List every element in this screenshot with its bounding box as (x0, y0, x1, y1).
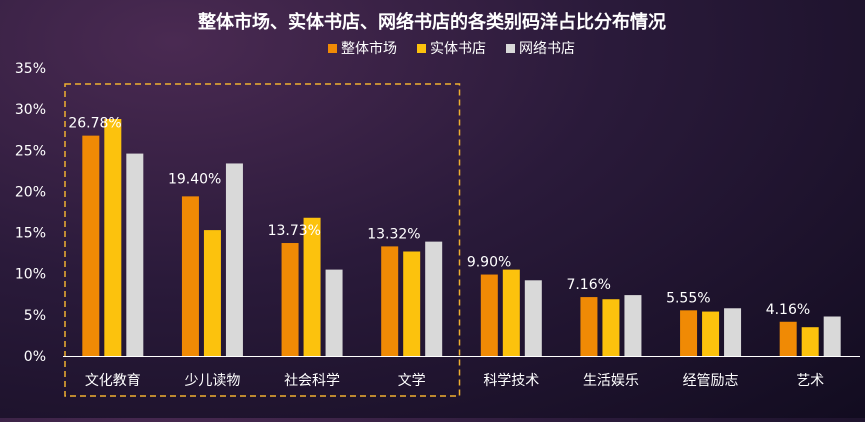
bar (702, 311, 720, 356)
bar (680, 310, 698, 356)
legend-label: 整体市场 (341, 40, 397, 57)
bar (126, 153, 144, 356)
bar (801, 327, 819, 356)
highlight-box (64, 83, 461, 397)
bar (823, 316, 841, 356)
bars (82, 119, 841, 356)
data-label: 4.16% (766, 302, 810, 318)
bar (602, 299, 620, 356)
bar (724, 308, 742, 356)
data-label: 19.40% (168, 171, 221, 187)
x-tick-label: 文学 (398, 373, 426, 389)
data-label: 13.32% (367, 226, 420, 242)
bar (779, 321, 797, 356)
x-tick-label: 经管励志 (683, 373, 739, 389)
y-tick-label: 35% (15, 61, 46, 77)
y-tick-label: 0% (24, 349, 46, 365)
data-label: 13.73% (268, 223, 321, 239)
y-tick-label: 10% (15, 267, 46, 283)
legend-swatch (417, 44, 426, 53)
x-tick-label: 科学技术 (483, 373, 539, 389)
data-label: 5.55% (666, 290, 710, 306)
x-tick-label: 文化教育 (85, 373, 141, 389)
data-labels: 26.78% 19.40% 13.73% 13.32% 9.90% 7.16% 5.55% 4… (68, 116, 810, 318)
x-tick-label: 社会科学 (284, 373, 340, 389)
legend-swatch (328, 44, 337, 53)
bar (225, 163, 243, 356)
bar (480, 274, 498, 356)
y-tick-label: 5% (24, 308, 46, 324)
bar (303, 217, 321, 356)
y-axis: 0% 5% 10% 15% 20% 25% 30% 35% (15, 61, 46, 365)
y-tick-label: 25% (15, 143, 46, 159)
bar (524, 280, 542, 356)
bar (281, 243, 299, 356)
legend: 整体市场 实体书店 网络书店 (328, 40, 575, 57)
bar (425, 241, 443, 356)
data-label: 26.78% (68, 116, 121, 132)
bar (381, 246, 399, 356)
bar (325, 269, 343, 356)
bar (104, 119, 122, 356)
y-tick-label: 30% (15, 102, 46, 118)
bar (82, 135, 100, 356)
bar (203, 230, 221, 356)
y-tick-label: 20% (15, 184, 46, 200)
legend-swatch (506, 44, 515, 53)
data-label: 7.16% (566, 277, 610, 293)
legend-label: 实体书店 (430, 41, 486, 57)
bar (624, 295, 642, 356)
legend-label: 网络书店 (519, 41, 575, 57)
bar (403, 251, 421, 356)
bar (580, 297, 598, 356)
x-tick-label: 生活娱乐 (583, 373, 639, 389)
chart-title: 整体市场、实体书店、网络书店的各类别码洋占比分布情况 (197, 11, 666, 33)
x-tick-label: 艺术 (796, 373, 824, 389)
y-tick-label: 15% (15, 226, 46, 242)
bar (502, 269, 520, 356)
x-tick-label: 少儿读物 (184, 372, 240, 389)
x-axis: 文化教育 少儿读物 社会科学 文学 科学技术 生活娱乐 经管励志 艺术 (85, 372, 824, 389)
bar (181, 196, 199, 356)
data-label: 9.90% (467, 255, 511, 271)
